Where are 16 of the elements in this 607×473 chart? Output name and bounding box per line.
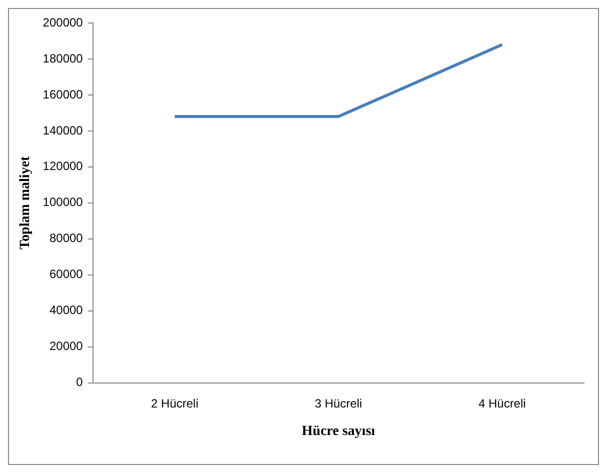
y-tick-label: 80000 <box>49 231 84 246</box>
y-axis-title: Toplam maliyet <box>18 156 34 250</box>
y-tick-label: 40000 <box>49 303 84 318</box>
y-tick-label: 60000 <box>49 267 84 282</box>
y-tick-label: 0 <box>76 375 84 390</box>
x-axis-title: Hücre sayısı <box>302 424 376 440</box>
y-tick-label: 120000 <box>42 159 84 174</box>
y-tick-label: 140000 <box>42 123 84 138</box>
y-tick-label: 180000 <box>42 51 84 66</box>
x-tick-label: 4 Hücreli <box>478 396 526 410</box>
y-tick-label: 160000 <box>42 87 84 102</box>
x-tick-label: 3 Hücreli <box>314 396 362 410</box>
y-tick-label: 200000 <box>42 15 84 30</box>
x-tick-label: 2 Hücreli <box>151 396 198 410</box>
y-tick-label: 100000 <box>42 195 84 210</box>
y-tick-label: 20000 <box>49 339 84 354</box>
